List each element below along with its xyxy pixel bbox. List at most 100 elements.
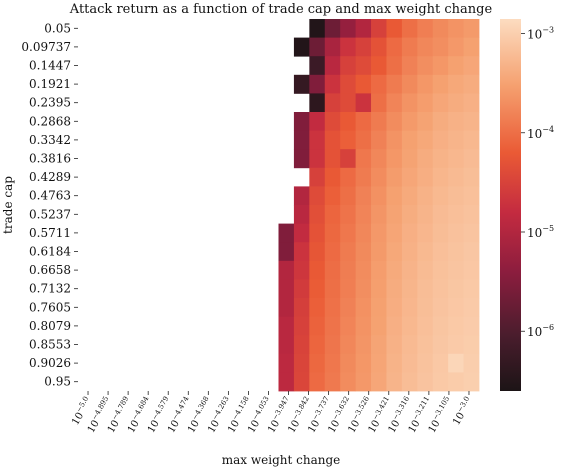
heatmap-cell	[463, 353, 480, 373]
heatmap-cell	[463, 242, 480, 262]
y-tick-label: 0.7132	[29, 282, 71, 296]
heatmap-cell	[324, 130, 341, 150]
heatmap-cell	[432, 335, 449, 355]
heatmap-cell	[309, 335, 326, 355]
heatmap-cell	[448, 167, 464, 187]
heatmap-cell	[309, 149, 326, 169]
heatmap-cell	[309, 130, 326, 150]
heatmap-cell	[463, 149, 480, 169]
heatmap-cell	[432, 298, 449, 317]
heatmap-cell	[278, 335, 295, 355]
heatmap-cell	[309, 37, 326, 57]
heatmap-cell	[371, 372, 387, 392]
heatmap-cell	[401, 93, 418, 113]
heatmap-cell	[432, 74, 449, 94]
heatmap-cell	[432, 260, 449, 280]
heatmap-cell	[386, 260, 403, 280]
y-tick-label: 0.4763	[29, 189, 71, 203]
heatmap-cell	[355, 149, 372, 169]
x-axis-label: max weight change	[222, 453, 341, 467]
heatmap-cell	[417, 316, 434, 336]
heatmap-cell	[401, 112, 418, 131]
y-tick-label: 0.5711	[29, 226, 71, 240]
heatmap-cell	[309, 260, 326, 280]
heatmap-cell	[386, 279, 403, 299]
colorbar-tick-label: 10−6	[527, 323, 554, 339]
heatmap-cell	[386, 167, 403, 187]
heatmap-cell	[278, 298, 295, 317]
heatmap-cell	[324, 205, 341, 224]
y-tick-label: 0.5237	[29, 207, 71, 221]
heatmap-cell	[309, 167, 326, 187]
heatmap-cell	[386, 130, 403, 150]
y-tick-label: 0.6184	[29, 245, 71, 259]
heatmap-cell	[401, 242, 418, 262]
heatmap-cell	[401, 167, 418, 187]
heatmap-cell	[293, 205, 310, 224]
heatmap-cell	[401, 335, 418, 355]
heatmap-cell	[309, 242, 326, 262]
heatmap-cell	[355, 260, 372, 280]
heatmap-cell	[386, 242, 403, 262]
heatmap-cell	[417, 37, 434, 57]
heatmap-cell	[340, 298, 357, 317]
heatmap-cell	[463, 112, 480, 131]
heatmap-cell	[417, 260, 434, 280]
heatmap-cell	[355, 37, 372, 57]
heatmap-cell	[463, 316, 480, 336]
heatmap-cell	[432, 149, 449, 169]
heatmap-cell	[340, 372, 357, 392]
heatmap-cell	[293, 37, 310, 57]
heatmap-cell	[463, 205, 480, 224]
heatmap-cell	[355, 205, 372, 224]
y-tick-label: 0.7605	[29, 300, 71, 314]
heatmap-cell	[448, 298, 464, 317]
heatmap-cell	[355, 130, 372, 150]
heatmap-cell	[293, 298, 310, 317]
colorbar-tick-label: 10−4	[527, 125, 554, 141]
heatmap-cell	[386, 19, 403, 38]
heatmap-cell	[278, 353, 295, 373]
y-tick-label: 0.9026	[29, 356, 71, 370]
heatmap-cell	[417, 186, 434, 206]
heatmap-cell	[371, 37, 387, 57]
heatmap-cell	[463, 56, 480, 76]
heatmap-cell	[324, 279, 341, 299]
heatmap-cell	[401, 298, 418, 317]
heatmap-cell	[432, 19, 449, 38]
heatmap-cell	[293, 316, 310, 336]
heatmap-cell	[340, 112, 357, 131]
heatmap-cell	[324, 112, 341, 131]
heatmap-cell	[309, 372, 326, 392]
heatmap-cell	[417, 335, 434, 355]
heatmap-cell	[401, 186, 418, 206]
heatmap-cell	[448, 279, 464, 299]
heatmap-cell	[293, 353, 310, 373]
heatmap-cell	[340, 186, 357, 206]
heatmap-cell	[432, 223, 449, 243]
heatmap-cell	[324, 372, 341, 392]
heatmap-cell	[448, 223, 464, 243]
heatmap-cell	[355, 186, 372, 206]
heatmap-cell	[293, 242, 310, 262]
heatmap-cell	[324, 167, 341, 187]
heatmap-cell	[386, 56, 403, 76]
heatmap-cell	[417, 205, 434, 224]
chart-title: Attack return as a function of trade cap…	[69, 2, 493, 17]
heatmap-cell	[355, 372, 372, 392]
heatmap-cell	[463, 37, 480, 57]
heatmap-cell	[417, 130, 434, 150]
heatmap-cell	[432, 112, 449, 131]
heatmap-cell	[386, 186, 403, 206]
colorbar-tick-label: 10−5	[527, 224, 554, 240]
heatmap-cell	[293, 260, 310, 280]
heatmap-cell	[448, 353, 464, 373]
heatmap-cell	[386, 316, 403, 336]
heatmap-cell	[355, 242, 372, 262]
heatmap-cell	[432, 242, 449, 262]
heatmap-cell	[340, 167, 357, 187]
heatmap-cell	[324, 260, 341, 280]
y-tick-label: 0.1921	[29, 77, 71, 91]
heatmap-cell	[293, 149, 310, 169]
heatmap-cell	[324, 298, 341, 317]
